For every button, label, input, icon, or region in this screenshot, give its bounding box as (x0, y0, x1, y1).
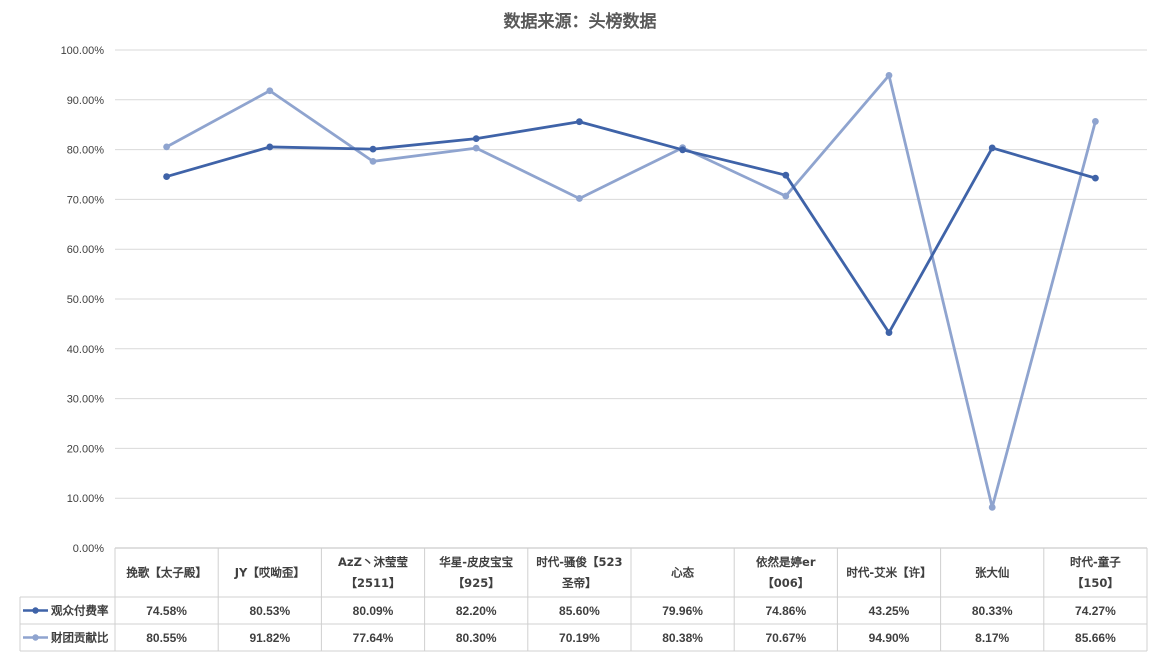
x-category-label: 心态 (671, 566, 694, 580)
y-tick-label: 20.00% (67, 443, 105, 455)
data-point (679, 146, 686, 154)
x-category-label: 时代-童子 (1070, 555, 1121, 569)
y-tick-label: 90.00% (67, 95, 105, 107)
data-point (1092, 174, 1099, 182)
data-point (1092, 118, 1099, 125)
data-value-label: 8.17% (975, 631, 1009, 645)
data-value-label: 85.60% (559, 604, 600, 618)
data-point (885, 71, 893, 79)
x-category-label: 【006】 (762, 576, 809, 590)
x-category-label: 【2511】 (345, 576, 400, 590)
x-category-label: 【150】 (1072, 576, 1119, 590)
chart-title: 数据来源：头榜数据 (504, 11, 657, 32)
x-category-label: 【925】 (453, 576, 500, 590)
data-point (369, 157, 377, 165)
data-point (576, 195, 583, 202)
data-value-label: 74.27% (1075, 604, 1116, 618)
data-value-label: 85.66% (1075, 631, 1116, 645)
x-category-label: AzZ丶沐莹莹 (338, 555, 408, 569)
x-category-label: 张大仙 (975, 566, 1010, 580)
data-value-label: 91.82% (249, 631, 290, 645)
legend-label: 财团贡献比 (50, 631, 109, 645)
y-tick-label: 40.00% (67, 344, 105, 356)
data-point (472, 144, 480, 152)
data-value-label: 80.09% (353, 604, 394, 618)
legend-marker (32, 634, 39, 641)
data-value-label: 80.55% (146, 631, 187, 645)
x-category-label: 依然是婷er (756, 555, 816, 569)
data-value-label: 74.86% (765, 604, 806, 618)
data-value-label: 74.58% (146, 604, 187, 618)
data-value-label: 80.30% (456, 631, 497, 645)
data-value-label: 79.96% (662, 604, 703, 618)
data-point (163, 173, 171, 180)
data-point (576, 118, 583, 126)
data-point (266, 87, 274, 95)
data-value-label: 43.25% (869, 604, 910, 618)
y-tick-label: 70.00% (67, 194, 105, 206)
data-value-label: 77.64% (353, 631, 394, 645)
data-point (988, 144, 996, 152)
y-tick-label: 60.00% (67, 244, 105, 256)
legend-marker (32, 607, 39, 614)
series-line (165, 73, 1097, 509)
gridlines (115, 49, 1147, 499)
data-point (782, 192, 790, 200)
series-line (165, 120, 1097, 335)
y-tick-label: 30.00% (67, 394, 105, 406)
data-value-label: 82.20% (456, 604, 497, 618)
x-category-label: 华星-皮皮宝宝 (439, 555, 513, 569)
data-value-label: 94.90% (869, 631, 910, 645)
data-point (472, 135, 480, 143)
legend-label: 观众付费率 (51, 604, 109, 618)
x-category-label: 挽歌【太子殿】 (126, 566, 207, 580)
y-tick-label: 80.00% (67, 145, 105, 157)
data-point (885, 329, 893, 337)
y-tick-label: 0.00% (73, 543, 104, 555)
x-category-label: 时代-艾米【许】 (846, 566, 931, 580)
data-point (163, 143, 171, 151)
x-category-label: JY【哎呦歪】 (234, 566, 305, 580)
data-value-label: 80.33% (972, 604, 1013, 618)
series-group (163, 71, 1099, 511)
data-value-label: 70.67% (765, 631, 806, 645)
data-table: 挽歌【太子殿】 JY【哎呦歪】 AzZ丶沐莹莹【2511】 华星-皮皮宝宝【925】 时… (19, 547, 1148, 652)
data-point (369, 145, 377, 153)
y-axis-ticks: 0.00% 10.00% 20.00% 30.00% 40.00% 50.00% 60.00… (61, 45, 105, 555)
data-point (266, 143, 274, 151)
x-category-label: 圣帝】 (561, 576, 597, 590)
x-category-label: 时代-骚俊【523 (536, 555, 622, 569)
data-value-label: 80.38% (662, 631, 703, 645)
data-point (988, 503, 996, 511)
data-value-label: 80.53% (249, 604, 290, 618)
y-tick-label: 100.00% (61, 45, 105, 57)
y-tick-label: 10.00% (67, 493, 105, 505)
data-value-label: 70.19% (559, 631, 600, 645)
data-point (782, 171, 790, 179)
y-tick-label: 50.00% (67, 294, 105, 306)
